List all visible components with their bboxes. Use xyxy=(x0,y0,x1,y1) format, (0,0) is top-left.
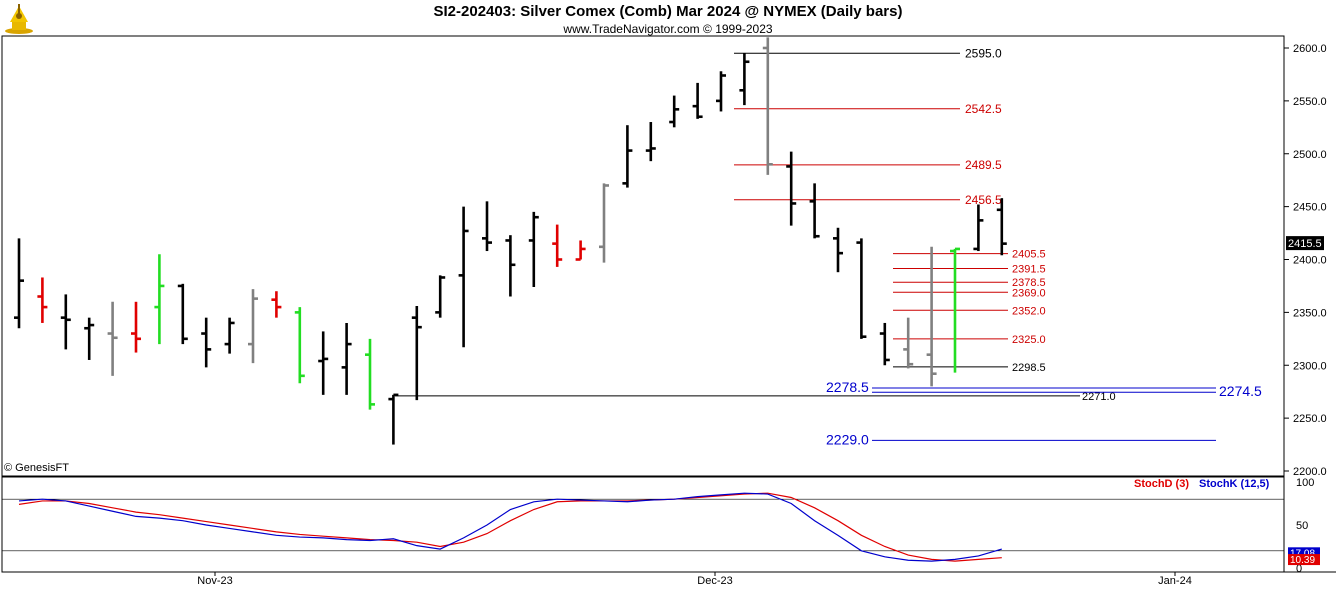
stoch-k-last-box xyxy=(1288,547,1320,559)
price-level-label: 2456.5 xyxy=(965,193,1002,207)
ohlc-bar xyxy=(14,238,24,329)
ohlc-bar xyxy=(201,317,212,368)
price-tick-label: 2200.0 xyxy=(1293,466,1327,478)
ohlc-bar xyxy=(762,37,773,175)
price-level-label: 2369.0 xyxy=(1012,287,1046,299)
price-level-label: 2298.5 xyxy=(1012,362,1046,374)
price-level-label: 2542.5 xyxy=(965,102,1002,116)
stochastic-panel-frame xyxy=(1,476,1285,573)
chart-subtitle: www.TradeNavigator.com © 1999-2023 xyxy=(563,22,773,36)
ohlc-bar xyxy=(973,204,984,252)
time-axis-label: Dec-23 xyxy=(697,575,732,587)
ohlc-bar xyxy=(505,235,516,297)
ohlc-bar xyxy=(622,125,633,188)
stoch-tick-label: 100 xyxy=(1296,477,1314,489)
ohlc-bar xyxy=(996,198,1007,256)
price-level-label: 2595.0 xyxy=(965,46,1002,60)
price-level-label: 2325.0 xyxy=(1012,334,1046,346)
watermark: © GenesisFT xyxy=(4,462,69,474)
ohlc-bar xyxy=(482,201,492,252)
ohlc-bar xyxy=(224,317,235,354)
price-tick-label: 2550.0 xyxy=(1293,96,1327,108)
price-level-label: 2229.0 xyxy=(826,431,869,447)
price-panel-frame xyxy=(1,35,1285,477)
ohlc-bar xyxy=(388,393,399,445)
stoch-d-line xyxy=(18,492,1002,562)
last-price-box xyxy=(1286,236,1324,251)
ohlc-bar xyxy=(950,247,960,373)
ohlc-bar xyxy=(528,211,539,287)
price-level-label: 2278.5 xyxy=(826,379,869,395)
stoch-d-legend: StochD (3) xyxy=(1134,478,1189,490)
time-axis-label: Jan-24 xyxy=(1158,575,1192,587)
ohlc-bar xyxy=(458,206,469,348)
ohlc-bar xyxy=(365,338,375,410)
stoch-k-last-value: 17.08 xyxy=(1290,548,1315,559)
trade-navigator-logo-icon xyxy=(2,2,36,36)
ohlc-bar xyxy=(84,317,95,360)
ohlc-bar xyxy=(926,246,937,387)
ohlc-bar xyxy=(411,306,422,401)
price-level-label: 2352.0 xyxy=(1012,305,1046,317)
chart-title: SI2-202403: Silver Comex (Comb) Mar 2024… xyxy=(433,3,903,20)
ohlc-bar xyxy=(645,122,656,162)
ohlc-bar xyxy=(809,183,820,239)
stoch-tick-label: 0 xyxy=(1296,563,1302,575)
ohlc-bar xyxy=(318,331,329,395)
price-level-label: 2391.5 xyxy=(1012,263,1046,275)
time-axis-label: Nov-23 xyxy=(197,575,232,587)
ohlc-bar xyxy=(435,275,446,318)
ohlc-bar xyxy=(552,224,563,267)
ohlc-bar xyxy=(692,82,703,119)
ohlc-bar xyxy=(37,277,48,323)
ohlc-bar xyxy=(248,289,258,364)
ohlc-bar xyxy=(154,254,165,345)
ohlc-bar xyxy=(294,307,305,384)
ohlc-bar xyxy=(786,151,797,226)
ohlc-bar xyxy=(856,238,867,339)
ohlc-bar xyxy=(833,227,843,273)
price-tick-label: 2450.0 xyxy=(1293,202,1327,214)
last-price-label: 2415.5 xyxy=(1288,238,1322,250)
ohlc-bar xyxy=(341,322,352,395)
price-tick-label: 2600.0 xyxy=(1293,43,1327,55)
ohlc-bar xyxy=(669,95,680,128)
ohlc-bar xyxy=(903,317,914,369)
price-level-label: 2274.5 xyxy=(1219,383,1262,399)
ohlc-bar xyxy=(599,183,609,263)
stoch-tick-label: 50 xyxy=(1296,520,1308,532)
ohlc-bar xyxy=(716,71,726,112)
price-tick-label: 2250.0 xyxy=(1293,413,1327,425)
ohlc-bar xyxy=(177,283,188,345)
price-tick-label: 2350.0 xyxy=(1293,307,1327,319)
stoch-d-last-box xyxy=(1288,554,1320,566)
ohlc-bar xyxy=(60,294,71,350)
price-tick-label: 2300.0 xyxy=(1293,360,1327,372)
ohlc-bar xyxy=(107,301,118,376)
price-level-label: 2489.5 xyxy=(965,158,1002,172)
stoch-k-line xyxy=(18,492,1002,562)
ohlc-bar xyxy=(271,291,282,318)
price-tick-label: 2400.0 xyxy=(1293,255,1327,267)
ohlc-bar xyxy=(575,240,586,261)
price-level-label: 2378.5 xyxy=(1012,277,1046,289)
ohlc-bar xyxy=(739,53,750,106)
price-level-label: 2271.0 xyxy=(1082,391,1116,403)
stoch-d-last-value: 10.39 xyxy=(1290,555,1315,566)
stoch-k-legend: StochK (12,5) xyxy=(1199,478,1270,490)
price-tick-label: 2500.0 xyxy=(1293,149,1327,161)
ohlc-bar xyxy=(131,301,141,353)
price-level-label: 2405.5 xyxy=(1012,249,1046,261)
ohlc-bar xyxy=(879,322,890,366)
